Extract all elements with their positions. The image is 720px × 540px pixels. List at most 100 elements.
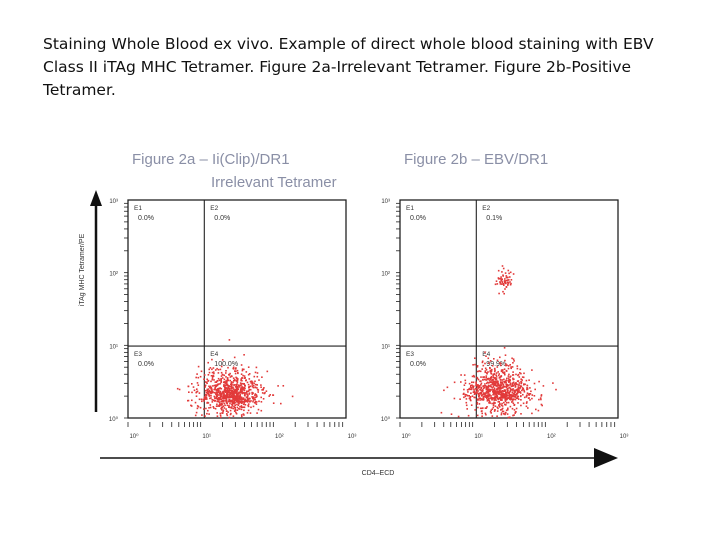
event-point (513, 409, 516, 411)
event-point (478, 395, 480, 397)
event-point (517, 397, 519, 400)
quadrant-name: E3 (406, 351, 414, 358)
event-point (516, 365, 519, 367)
event-point (242, 413, 245, 415)
event-point (484, 407, 487, 409)
event-point (487, 386, 489, 388)
event-point (476, 366, 479, 368)
event-point (476, 414, 479, 417)
y-axis-arrow-head (90, 190, 102, 206)
event-point (507, 279, 509, 281)
event-point (240, 389, 242, 391)
event-point (254, 386, 257, 389)
event-point (509, 405, 512, 408)
event-point (496, 396, 498, 398)
event-point (526, 388, 528, 391)
event-point (482, 398, 485, 401)
event-point (226, 390, 228, 393)
y-tick-label: 10¹ (109, 344, 118, 350)
event-point (220, 398, 223, 400)
event-point (465, 394, 468, 396)
event-point (488, 402, 490, 404)
event-point (507, 379, 510, 381)
event-point (475, 390, 478, 393)
event-point (529, 387, 531, 389)
event-point (241, 369, 244, 372)
event-point (503, 281, 506, 284)
event-point (517, 391, 519, 393)
y-tick-label: 10² (381, 272, 390, 278)
event-point (482, 407, 484, 409)
event-point (531, 369, 533, 371)
event-point (496, 406, 499, 409)
event-point (481, 415, 483, 417)
event-point (502, 410, 505, 413)
event-point (214, 386, 216, 389)
event-point (222, 410, 224, 413)
event-point (500, 283, 503, 285)
event-point (228, 406, 230, 408)
event-point (487, 389, 489, 392)
event-point (226, 414, 229, 417)
event-point (503, 380, 506, 383)
event-point (211, 378, 214, 381)
event-point (505, 364, 507, 367)
event-point (514, 384, 516, 387)
event-point (254, 402, 257, 404)
event-point (490, 409, 492, 411)
event-point (235, 386, 238, 389)
event-point (487, 371, 489, 373)
event-point (234, 396, 237, 398)
event-point (228, 391, 231, 393)
event-point (502, 390, 504, 392)
event-point (483, 395, 486, 398)
event-point (505, 394, 508, 396)
event-point (487, 357, 490, 360)
event-point (486, 400, 489, 402)
event-point (467, 414, 470, 417)
event-point (219, 412, 222, 415)
event-point (197, 376, 200, 379)
event-point (492, 406, 495, 409)
event-point (486, 372, 488, 375)
event-point (502, 283, 505, 285)
x-tick-label: 10⁰ (401, 433, 411, 440)
event-point (216, 412, 218, 414)
event-point (499, 391, 501, 394)
event-point (511, 395, 513, 398)
event-point (496, 380, 498, 383)
event-point (235, 411, 237, 414)
event-point (480, 386, 482, 389)
event-point (245, 379, 247, 382)
event-point (489, 389, 491, 392)
event-point (506, 384, 509, 386)
event-point (518, 382, 521, 384)
event-point (463, 384, 466, 386)
event-point (520, 382, 523, 384)
event-point (255, 394, 258, 396)
event-point (218, 399, 220, 401)
event-point (233, 405, 235, 408)
event-point (246, 381, 249, 384)
event-point (515, 407, 518, 410)
event-point (496, 397, 499, 400)
event-point (472, 391, 475, 393)
event-point (523, 372, 525, 375)
event-point (485, 369, 488, 371)
event-point (225, 380, 228, 382)
event-point (501, 382, 504, 385)
event-point (495, 376, 498, 378)
event-point (496, 387, 499, 390)
event-point (501, 387, 503, 389)
event-point (193, 389, 196, 392)
event-point (512, 374, 515, 376)
event-point (217, 405, 219, 407)
event-point (235, 384, 237, 386)
event-point (198, 398, 201, 401)
event-point (460, 374, 462, 376)
event-point (502, 267, 505, 270)
event-point (204, 381, 207, 383)
event-point (491, 402, 493, 405)
event-point (227, 366, 229, 369)
event-point (505, 392, 507, 395)
